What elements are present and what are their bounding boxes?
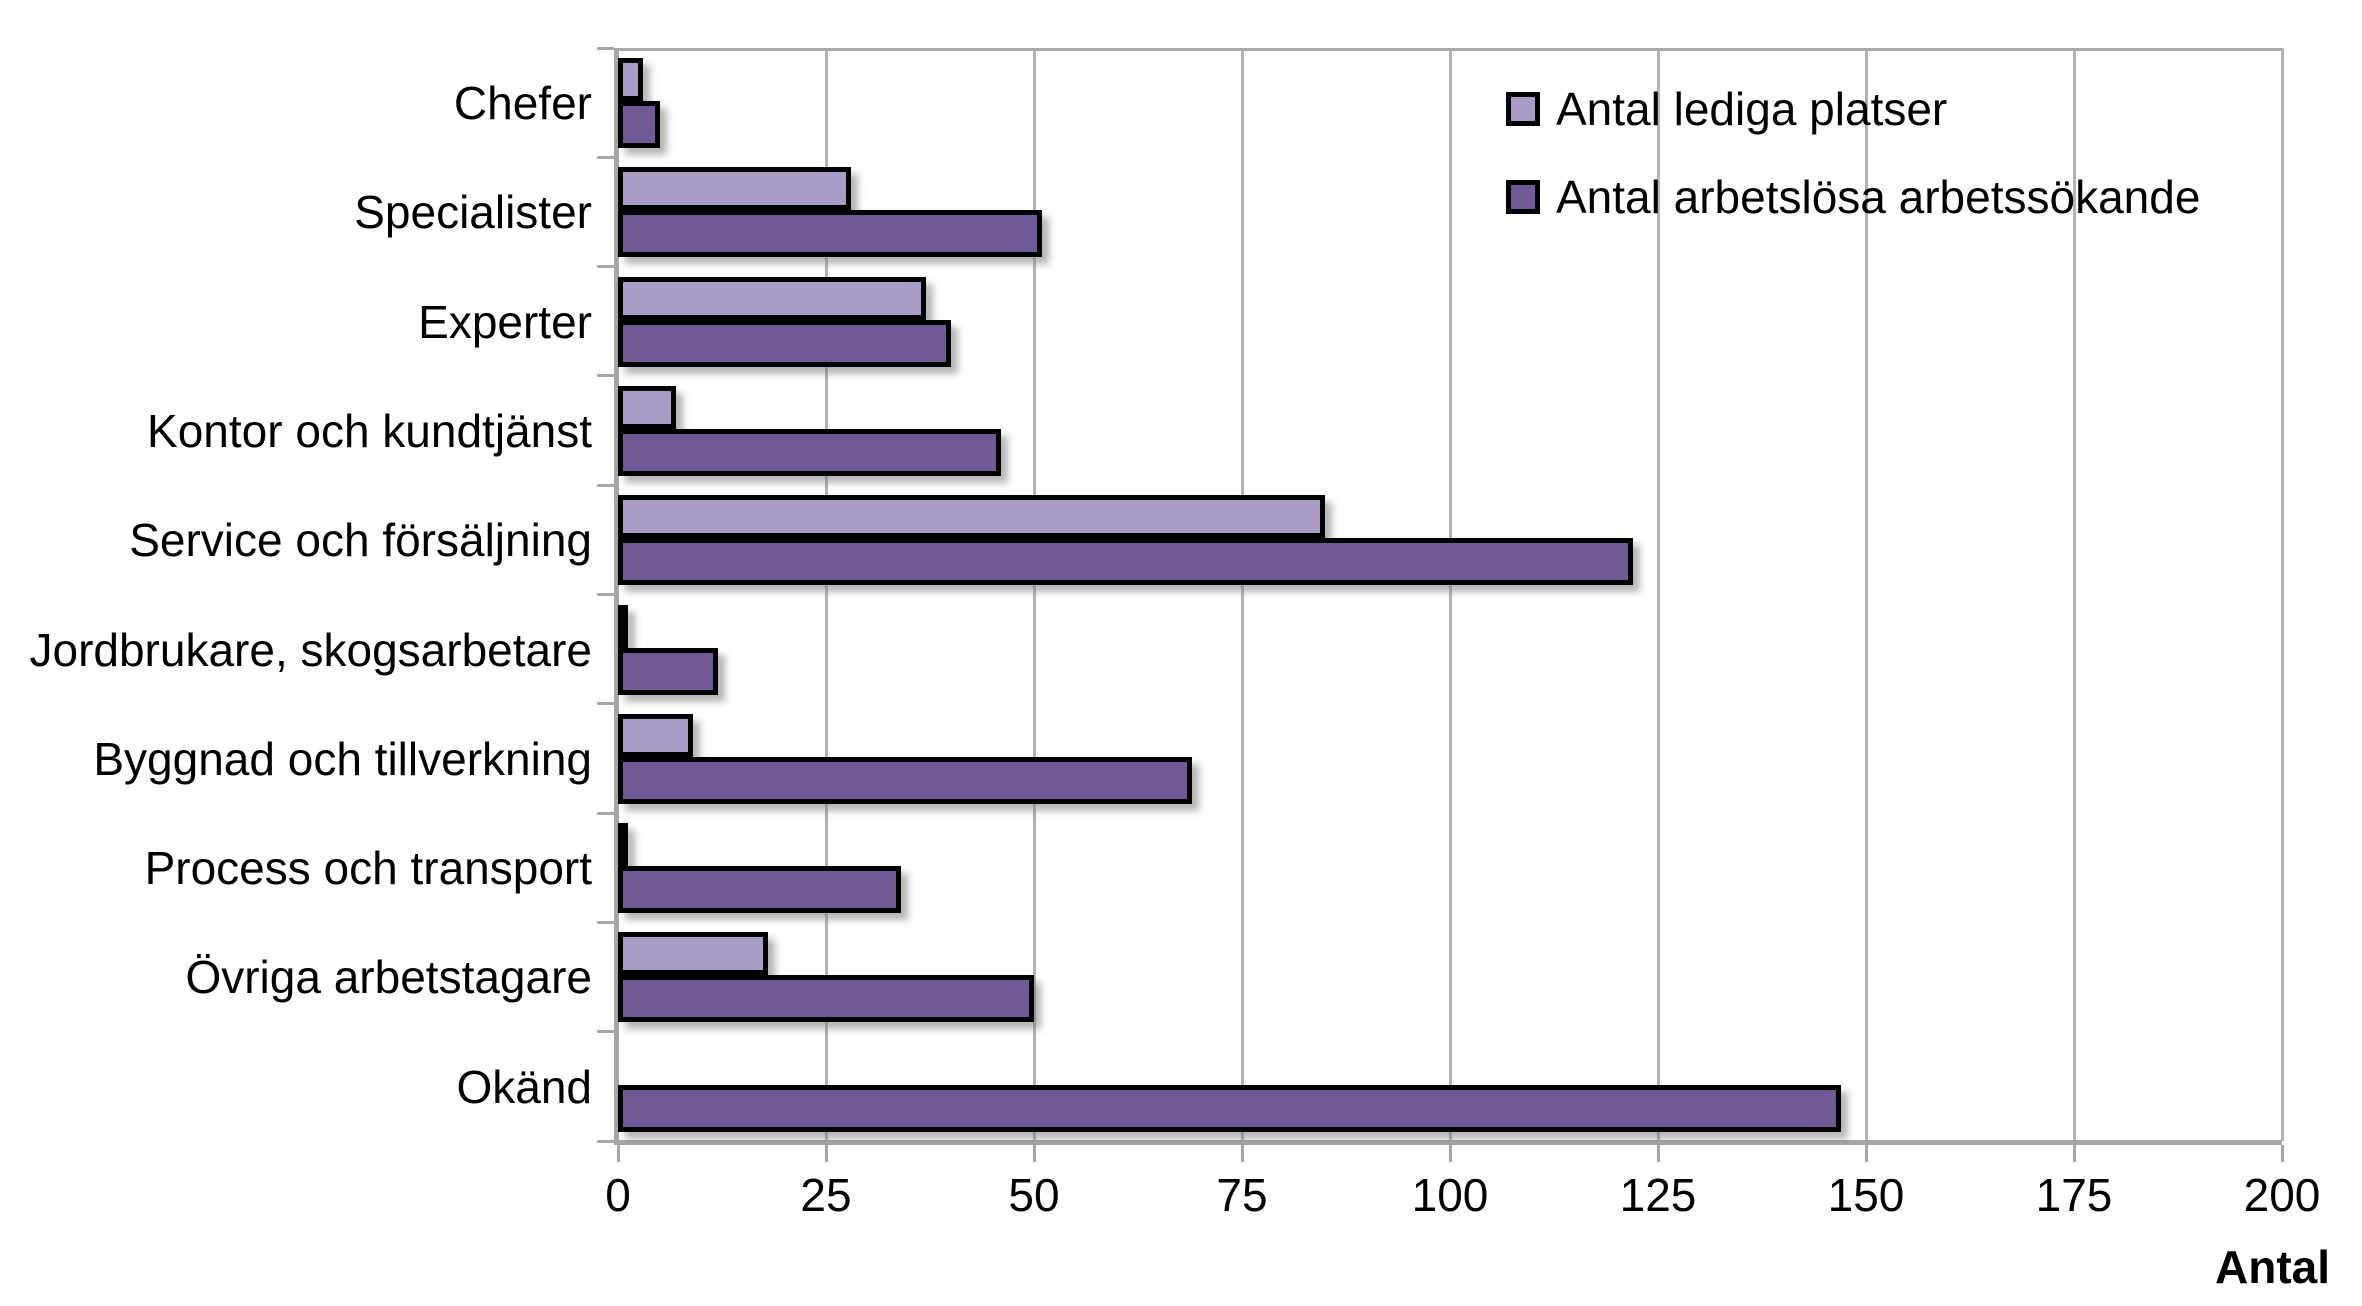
x-tick-label: 150 (1827, 1169, 1905, 1221)
y-axis-line (614, 48, 619, 1145)
category-label: Specialister (354, 186, 592, 239)
bar-arbetslosa (618, 101, 660, 148)
bar-lediga-platser (618, 495, 1326, 539)
category-label: Byggnad och tillverkning (93, 732, 592, 785)
x-tick-label: 75 (1216, 1169, 1268, 1221)
gridline (824, 48, 828, 1141)
y-tick-mark (597, 920, 614, 924)
x-tick-mark (1032, 1145, 1036, 1162)
x-tick-label: 100 (1411, 1169, 1489, 1221)
y-tick-mark (597, 593, 614, 596)
x-tick-label: 125 (1619, 1169, 1697, 1221)
y-tick-mark (597, 265, 614, 269)
legend-label: Antal lediga platser (1556, 83, 1948, 135)
bar-lediga-platser (618, 385, 677, 429)
category-label: Experter (418, 295, 592, 348)
x-tick-label: 50 (1008, 1169, 1060, 1221)
category-label: Jordbrukare, skogsarbetare (29, 623, 592, 676)
x-tick-mark (2280, 1145, 2284, 1162)
x-tick-mark (2072, 1145, 2076, 1162)
x-tick-mark (1656, 1145, 1660, 1162)
x-axis-line (614, 1140, 2282, 1145)
x-tick-mark (1448, 1145, 1452, 1162)
gridline (2072, 48, 2076, 1141)
x-tick-mark (1864, 1145, 1868, 1162)
plot-top-border (618, 48, 2282, 51)
gridline (1656, 48, 1660, 1141)
y-tick-mark (597, 46, 614, 50)
category-label: Okänd (456, 1060, 592, 1113)
y-tick-mark (597, 483, 614, 487)
y-tick-mark (597, 811, 614, 815)
legend-swatch-icon (1506, 92, 1540, 126)
y-tick-mark (597, 374, 614, 378)
bar-arbetslosa (618, 538, 1634, 586)
y-tick-mark (597, 1139, 614, 1143)
x-tick-label: 0 (605, 1169, 631, 1221)
legend-item: Antal arbetslösa arbetssökande (1506, 174, 2200, 220)
x-tick-mark (616, 1145, 620, 1162)
gridline (2280, 48, 2284, 1141)
gridline (1448, 48, 1452, 1141)
x-tick-mark (824, 1145, 828, 1162)
category-label: Process och transport (144, 842, 592, 895)
x-tick-label: 25 (800, 1169, 852, 1221)
gridline (1032, 48, 1036, 1141)
category-label: Kontor och kundtjänst (147, 404, 592, 457)
bar-lediga-platser (618, 604, 628, 648)
bar-arbetslosa (618, 319, 951, 367)
bar-lediga-platser (618, 167, 851, 211)
y-tick-mark (597, 702, 614, 706)
category-label: Service och försäljning (129, 514, 592, 567)
gridline (1240, 48, 1244, 1141)
bar-arbetslosa (618, 975, 1034, 1023)
category-label: Övriga arbetstagare (185, 951, 592, 1004)
y-tick-mark (597, 1030, 614, 1034)
legend-swatch-icon (1506, 180, 1540, 214)
legend-item: Antal lediga platser (1506, 86, 1947, 132)
bar-lediga-platser (618, 58, 643, 101)
bar-arbetslosa (618, 647, 718, 695)
bar-arbetslosa (618, 210, 1043, 258)
bar-arbetslosa (618, 866, 901, 914)
bar-lediga-platser (618, 932, 768, 976)
x-tick-label: 200 (2243, 1169, 2321, 1221)
x-tick-label: 175 (2035, 1169, 2113, 1221)
bar-lediga-platser (618, 823, 628, 867)
y-tick-mark (597, 155, 614, 159)
legend-label: Antal arbetslösa arbetssökande (1556, 171, 2201, 223)
category-label: Chefer (453, 77, 592, 129)
gridline (1864, 48, 1868, 1141)
bar-lediga-platser (618, 713, 693, 757)
x-axis-title: Antal (2215, 1241, 2330, 1293)
x-tick-mark (1240, 1145, 1244, 1162)
bar-arbetslosa (618, 756, 1193, 804)
bar-lediga-platser (618, 276, 926, 320)
bar-arbetslosa (618, 428, 1001, 476)
bar-arbetslosa (618, 1084, 1842, 1132)
